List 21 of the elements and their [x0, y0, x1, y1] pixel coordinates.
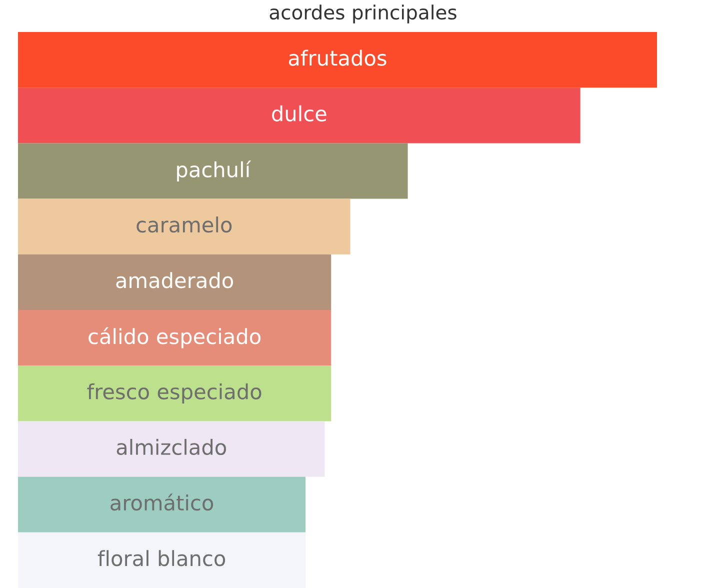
- y-tick-label: cálido especiado: [88, 327, 260, 348]
- bar: [18, 310, 332, 366]
- y-tick-label: caramelo: [136, 216, 232, 233]
- bar: [18, 476, 306, 532]
- y-tick-label: amaderado: [116, 272, 233, 288]
- chart-title: acordes principales: [270, 4, 456, 24]
- bar: [18, 366, 332, 422]
- bar: [18, 532, 306, 588]
- y-tick-label: dulce: [272, 105, 326, 122]
- bar: [18, 88, 580, 144]
- bar: [18, 198, 350, 254]
- y-tick-label: aromático: [110, 494, 214, 511]
- bar: [18, 143, 408, 199]
- y-tick-label: almizclado: [116, 438, 226, 456]
- bar: [18, 254, 332, 310]
- bar: [18, 32, 657, 88]
- y-tick-label: afrutados: [288, 50, 386, 66]
- bar: [18, 421, 325, 477]
- y-tick-label: fresco especiado: [87, 383, 262, 404]
- y-tick-label: floral blanco: [98, 550, 226, 566]
- y-tick-label: pachulí: [177, 160, 252, 182]
